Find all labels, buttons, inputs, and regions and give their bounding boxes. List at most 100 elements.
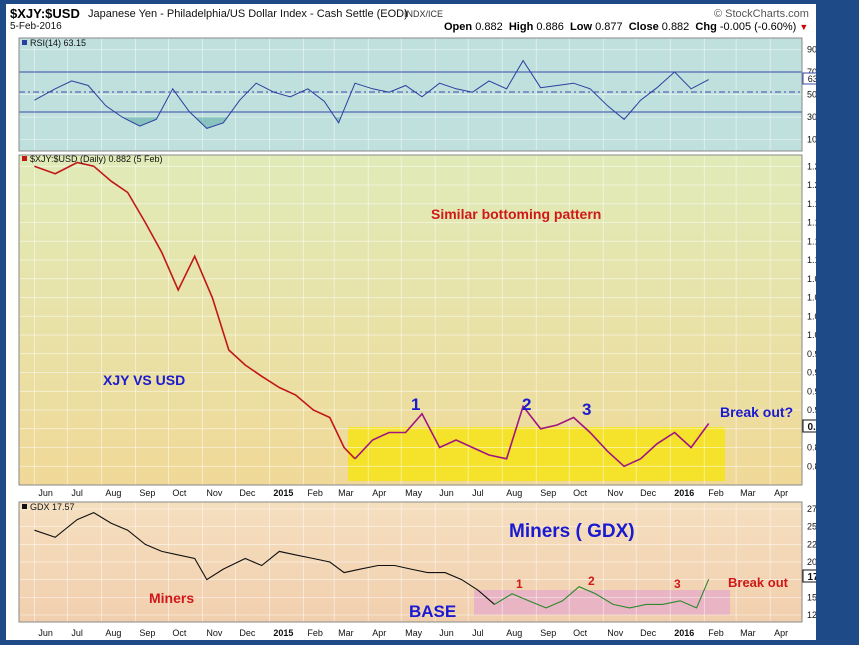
x-tick-label: Aug [506,628,522,638]
low-value: 0.877 [595,21,623,33]
x-tick-label: Dec [640,628,657,638]
symbol-title: $XJY:$USD [10,6,80,21]
x-tick-label: Jul [472,488,484,498]
y-tick-label: 15.0 [807,592,816,602]
y-tick-label: 0.925 [807,386,816,396]
grid-lines [19,38,802,622]
high-label: High [508,21,534,33]
x-tick-label: Sep [540,628,556,638]
y-tick-label: 30 [807,112,816,122]
y-tick-label: 1.225 [807,161,816,171]
x-axis-ticks: Jun Jun Jul Jul Aug Aug Sep Sep Oct Oct Nov Nov Dec D… [38,488,788,638]
x-tick-label: Aug [506,488,522,498]
y-tick-label: 1.000 [807,330,816,340]
base-annotation: BASE [409,602,456,621]
high-value: 0.886 [536,21,564,33]
price-series-line-decline [34,161,356,460]
gdx-legend: GDX 17.57 [22,502,75,512]
rsi-legend: RSI(14) 63.15 [22,38,86,48]
rsi-series-line [34,59,709,129]
y-tick-label: 70 [807,67,816,77]
y-tick-label: 90 [807,44,816,54]
gdx-panel-border [18,501,803,623]
chg-down-arrow-icon: ▼ [799,22,809,32]
y-tick-label: 50 [807,90,816,100]
x-tick-label: Mar [740,488,756,498]
bottom-marker-2: 2 [588,574,595,588]
rsi-current-badge: 63.15 [802,72,816,85]
y-tick-label: 0.825 [807,461,816,471]
x-tick-label: 2016 [674,488,694,498]
x-tick-label: 2016 [674,628,694,638]
x-tick-label: Jul [71,488,83,498]
similar-pattern-annotation: Similar bottoming pattern [431,206,601,222]
x-tick-label: Sep [139,628,155,638]
y-tick-label: 12.5 [807,610,816,620]
x-tick-label: Oct [573,488,588,498]
x-tick-label: Nov [607,628,624,638]
gdx-current-badge: 17.57 [802,569,816,583]
top-marker-1: 1 [411,395,420,414]
symbol-description: Japanese Yen - Philadelphia/US Dollar In… [88,8,408,20]
exchange-label: INDX/ICE [404,9,444,19]
gdx-series-line [34,511,495,605]
y-tick-label: 1.175 [807,199,816,209]
x-tick-label: Mar [338,628,354,638]
price-panel-border [18,154,803,486]
x-tick-label: 2015 [273,488,293,498]
x-tick-label: Apr [372,628,386,638]
y-tick-label: 1.025 [807,311,816,321]
y-axis-ticks: 90 70 50 30 10 1.225 1.200 1.175 1.150 1.125 1.100… [807,44,816,620]
top-marker-3: 3 [582,400,591,419]
bottom-marker-1: 1 [516,577,523,591]
x-tick-label: Jun [38,488,53,498]
x-tick-label: Nov [607,488,624,498]
x-tick-label: Sep [139,488,155,498]
y-tick-label: 1.075 [807,274,816,284]
price-current-badge: 0.882 [802,419,816,433]
x-tick-label: May [405,488,423,498]
x-tick-label: Feb [708,488,724,498]
x-tick-label: Sep [540,488,556,498]
y-tick-label: 22.5 [807,539,816,549]
y-tick-label: 0.950 [807,368,816,378]
miners-annotation: Miners [149,590,194,606]
y-tick-label: 10 [807,135,816,145]
x-tick-label: Aug [105,488,121,498]
x-tick-label: May [405,628,423,638]
rsi-legend-text: RSI(14) 63.15 [30,38,86,48]
x-tick-label: Mar [338,488,354,498]
x-tick-label: Aug [105,628,121,638]
rsi-current-value: 63.15 [808,74,816,84]
y-tick-label: 1.150 [807,218,816,228]
chart-date: 5-Feb-2016 [10,21,62,32]
y-tick-label: 1.125 [807,236,816,246]
y-tick-label: 25.0 [807,522,816,532]
x-tick-label: Nov [206,628,223,638]
y-tick-label: 1.050 [807,293,816,303]
x-tick-label: Jun [439,628,454,638]
x-tick-label: Mar [740,628,756,638]
gdx-series-line-base [494,578,710,609]
x-tick-label: Oct [172,628,187,638]
low-label: Low [570,21,593,33]
x-tick-label: Jun [439,488,454,498]
open-value: 0.882 [475,21,503,33]
price-legend: $XJY:$USD (Daily) 0.882 (5 Feb) [22,154,163,164]
chg-label: Chg [695,21,717,33]
x-tick-label: Dec [640,488,657,498]
x-tick-label: Dec [239,488,256,498]
x-tick-label: Oct [573,628,588,638]
x-tick-label: Apr [372,488,386,498]
x-tick-label: Jul [472,628,484,638]
x-tick-label: Feb [307,628,323,638]
quote-line: Open 0.882 High 0.886 Low 0.877 Close 0.… [444,21,808,33]
x-tick-label: Apr [774,628,788,638]
chart-frame: $XJY:$USD Japanese Yen - Philadelphia/US… [6,4,816,640]
x-tick-label: Jul [71,628,83,638]
stockcharts-watermark: © StockCharts.com [714,8,809,20]
gdx-legend-text: GDX 17.57 [30,502,75,512]
x-tick-label: Jun [38,628,53,638]
y-tick-label: 20.0 [807,557,816,567]
x-tick-label: 2015 [273,628,293,638]
